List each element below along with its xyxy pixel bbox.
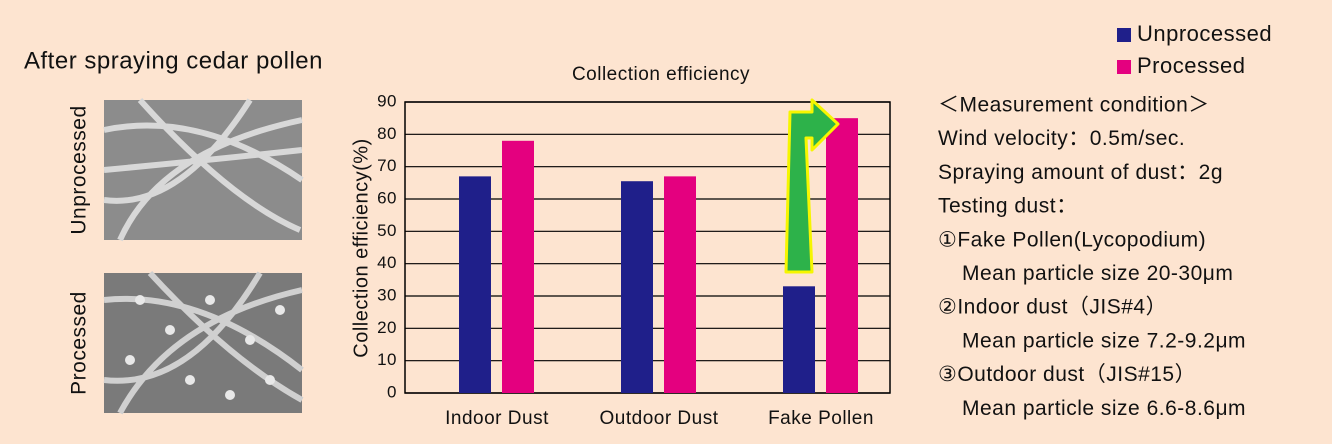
sem-image	[104, 100, 302, 240]
condition-line: Mean particle size 20-30μm	[962, 262, 1233, 285]
condition-line: Mean particle size 6.6-8.6μm	[962, 397, 1246, 420]
condition-line: Testing dust：	[938, 195, 1078, 218]
legend-label: Unprocessed	[1137, 21, 1272, 46]
condition-line: ②Indoor dust（JIS#4）	[938, 296, 1167, 319]
condition-line: ①Fake Pollen(Lycopodium)	[938, 228, 1206, 251]
y-tick-label: 70	[377, 156, 397, 175]
condition-line: Spraying amount of dust：2g	[938, 161, 1223, 184]
y-tick-label: 10	[377, 350, 397, 369]
image-label: Unprocessed	[68, 105, 91, 234]
y-tick-label: 40	[377, 253, 397, 272]
condition-line: Wind velocity：0.5m/sec.	[938, 127, 1185, 150]
y-axis-label: Collection efficiency(%)	[350, 138, 372, 358]
sem-image	[104, 273, 302, 413]
plot: 0 10 20 30 40 50 60 70 80 90 Indoor Dust Outdoor Du…	[377, 91, 890, 429]
condition-line: ＜Measurement condition＞	[938, 94, 1210, 117]
bar	[459, 176, 491, 393]
conditions: ＜Measurement condition＞ Wind velocity：0.5…	[938, 94, 1246, 420]
y-tick-label: 90	[377, 91, 397, 110]
y-tick-label: 30	[377, 285, 397, 304]
legend: Unprocessed Processed	[1117, 21, 1272, 78]
y-tick-label: 60	[377, 188, 397, 207]
x-tick-label: Fake Pollen	[768, 408, 874, 429]
y-tick-label: 50	[377, 221, 397, 240]
bar	[621, 181, 653, 393]
image-label: Processed	[68, 291, 91, 395]
x-tick-label: Outdoor Dust	[600, 408, 719, 429]
bar	[502, 141, 534, 393]
condition-line: Mean particle size 7.2-9.2μm	[962, 329, 1246, 352]
bar	[664, 176, 696, 393]
legend-label: Processed	[1137, 53, 1245, 78]
x-tick-label: Indoor Dust	[445, 408, 549, 429]
condition-line: ③Outdoor dust（JIS#15）	[938, 363, 1196, 386]
y-tick-label: 0	[387, 382, 397, 401]
legend-swatch	[1117, 28, 1131, 42]
chart-title: Collection efficiency	[572, 64, 750, 85]
legend-swatch	[1117, 60, 1131, 74]
bar	[783, 286, 815, 393]
page: After spraying cedar pollen Unprocessed …	[0, 0, 1332, 444]
y-tick-label: 20	[377, 318, 397, 337]
heading: After spraying cedar pollen	[24, 47, 323, 74]
bar	[826, 118, 858, 393]
y-tick-label: 80	[377, 124, 397, 143]
